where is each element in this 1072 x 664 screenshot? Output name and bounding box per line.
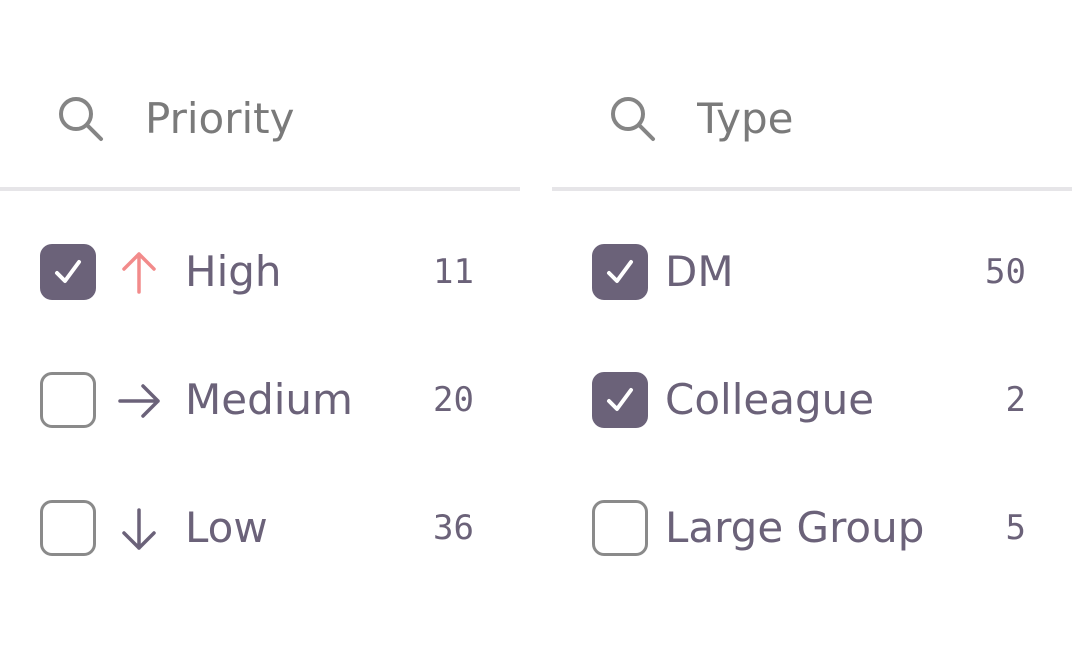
type-search-input[interactable] (697, 88, 1037, 148)
arrow-up-icon (116, 250, 162, 301)
search-icon (611, 97, 655, 141)
type-option-large-group[interactable]: Large Group 5 (552, 488, 1072, 568)
option-label: Low (185, 503, 268, 552)
checkbox[interactable] (592, 500, 648, 556)
divider (0, 187, 520, 191)
option-count: 5 (1005, 508, 1026, 548)
checkbox[interactable] (40, 500, 96, 556)
type-filter-panel: DM 50 Colleague 2 Large Group 5 (552, 0, 1072, 664)
checkbox[interactable] (592, 372, 648, 428)
priority-option-low[interactable]: Low 36 (0, 488, 520, 568)
checkbox[interactable] (40, 244, 96, 300)
option-count: 11 (433, 252, 474, 292)
priority-search (0, 78, 520, 158)
arrow-down-icon (116, 506, 162, 557)
option-count: 50 (985, 252, 1026, 292)
option-count: 20 (433, 380, 474, 420)
type-search (552, 78, 1072, 158)
divider (552, 187, 1072, 191)
option-label: Medium (185, 375, 353, 424)
checkbox[interactable] (40, 372, 96, 428)
priority-option-medium[interactable]: Medium 20 (0, 360, 520, 440)
option-count: 36 (433, 508, 474, 548)
priority-filter-panel: High 11 Medium 20 Low 36 (0, 0, 520, 664)
type-option-colleague[interactable]: Colleague 2 (552, 360, 1072, 440)
arrow-right-icon (116, 378, 162, 429)
option-count: 2 (1005, 380, 1026, 420)
option-label: Colleague (665, 375, 875, 424)
type-option-dm[interactable]: DM 50 (552, 232, 1072, 312)
option-label: Large Group (665, 503, 925, 552)
priority-option-high[interactable]: High 11 (0, 232, 520, 312)
option-label: DM (665, 247, 734, 296)
priority-search-input[interactable] (145, 88, 485, 148)
search-icon (59, 97, 103, 141)
checkbox[interactable] (592, 244, 648, 300)
option-label: High (185, 247, 282, 296)
